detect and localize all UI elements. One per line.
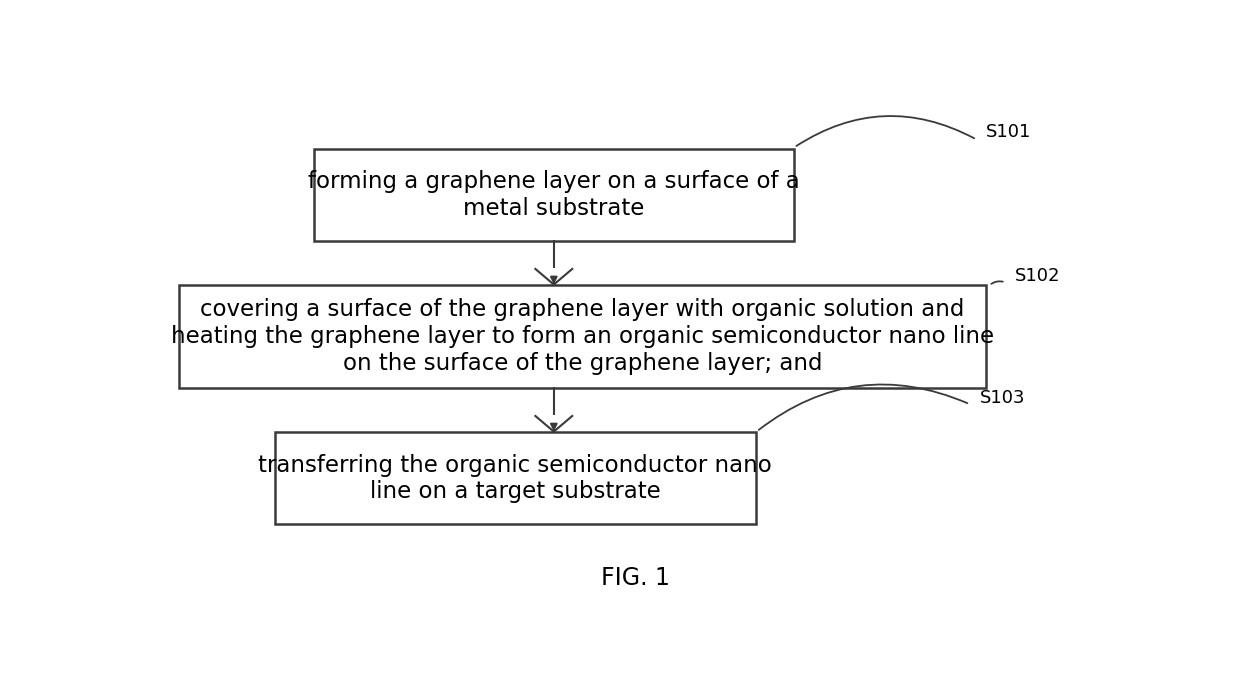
Text: transferring the organic semiconductor nano
line on a target substrate: transferring the organic semiconductor n…	[258, 454, 773, 503]
Text: FIG. 1: FIG. 1	[601, 566, 670, 590]
Bar	[275, 432, 755, 524]
Bar	[179, 285, 986, 388]
Text: S101: S101	[986, 123, 1032, 140]
Text: covering a surface of the graphene layer with organic solution and
heating the g: covering a surface of the graphene layer…	[171, 299, 994, 374]
Bar	[314, 149, 794, 241]
Text: S102: S102	[1016, 267, 1060, 285]
Text: forming a graphene layer on a surface of a
metal substrate: forming a graphene layer on a surface of…	[308, 170, 800, 220]
Text: S103: S103	[980, 389, 1025, 407]
